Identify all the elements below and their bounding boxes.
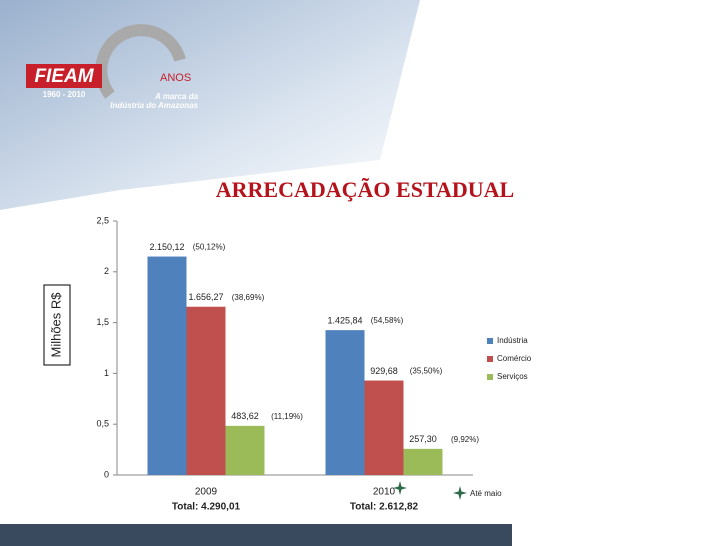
value-label: 2.150,12 bbox=[149, 242, 184, 252]
legend-swatch bbox=[487, 374, 493, 380]
star-icon bbox=[393, 481, 407, 495]
slogan: Indústria do Amazonas bbox=[110, 101, 198, 110]
footer-strip bbox=[0, 524, 512, 546]
logo-box bbox=[26, 64, 102, 88]
bar bbox=[403, 448, 443, 475]
bar bbox=[147, 256, 187, 475]
share-label: (38,69%) bbox=[232, 293, 265, 302]
category-total: Total: 4.290,01 bbox=[172, 502, 241, 513]
value-label: 1.656,27 bbox=[188, 292, 223, 302]
share-label: (35,50%) bbox=[410, 367, 443, 376]
x-tick-label: 2010 bbox=[373, 487, 396, 498]
bar bbox=[364, 380, 404, 475]
x-tick-label: 2009 bbox=[195, 487, 218, 498]
legend-label: Comércio bbox=[497, 354, 532, 363]
legend-label: Serviços bbox=[497, 372, 528, 381]
star-icon bbox=[453, 486, 467, 500]
legend-swatch bbox=[487, 356, 493, 362]
slogan: A marca da bbox=[154, 92, 198, 101]
y-tick-label: 1 bbox=[104, 368, 109, 378]
value-label: 257,30 bbox=[409, 434, 437, 444]
y-tick-label: 2,5 bbox=[96, 215, 109, 225]
category-total: Total: 2.612,82 bbox=[350, 502, 419, 513]
bar bbox=[325, 330, 365, 475]
y-label-box bbox=[43, 284, 71, 366]
share-label: (54,58%) bbox=[371, 316, 404, 325]
share-label: (9,92%) bbox=[451, 435, 479, 444]
value-label: 483,62 bbox=[231, 411, 259, 421]
y-tick-label: 0 bbox=[104, 469, 109, 479]
bar bbox=[225, 425, 265, 475]
anos: ANOS bbox=[160, 72, 191, 84]
y-tick-label: 2 bbox=[104, 266, 109, 276]
legend-label: Indústria bbox=[497, 336, 528, 345]
brand: FIEAM bbox=[34, 66, 94, 87]
years: 1960 - 2010 bbox=[43, 90, 86, 99]
chart-title: ARRECADAÇÃO ESTADUAL bbox=[216, 177, 514, 202]
y-axis-label: Milhões R$ bbox=[48, 292, 63, 358]
legend-swatch bbox=[487, 338, 493, 344]
value-label: 1.425,84 bbox=[327, 316, 362, 326]
value-label: 929,68 bbox=[370, 366, 398, 376]
y-tick-label: 1,5 bbox=[96, 317, 109, 327]
bar bbox=[186, 306, 226, 475]
note: Até maio bbox=[470, 489, 502, 498]
share-label: (11,19%) bbox=[271, 412, 303, 421]
y-tick-label: 0,5 bbox=[96, 419, 109, 429]
share-label: (50,12%) bbox=[193, 243, 226, 252]
